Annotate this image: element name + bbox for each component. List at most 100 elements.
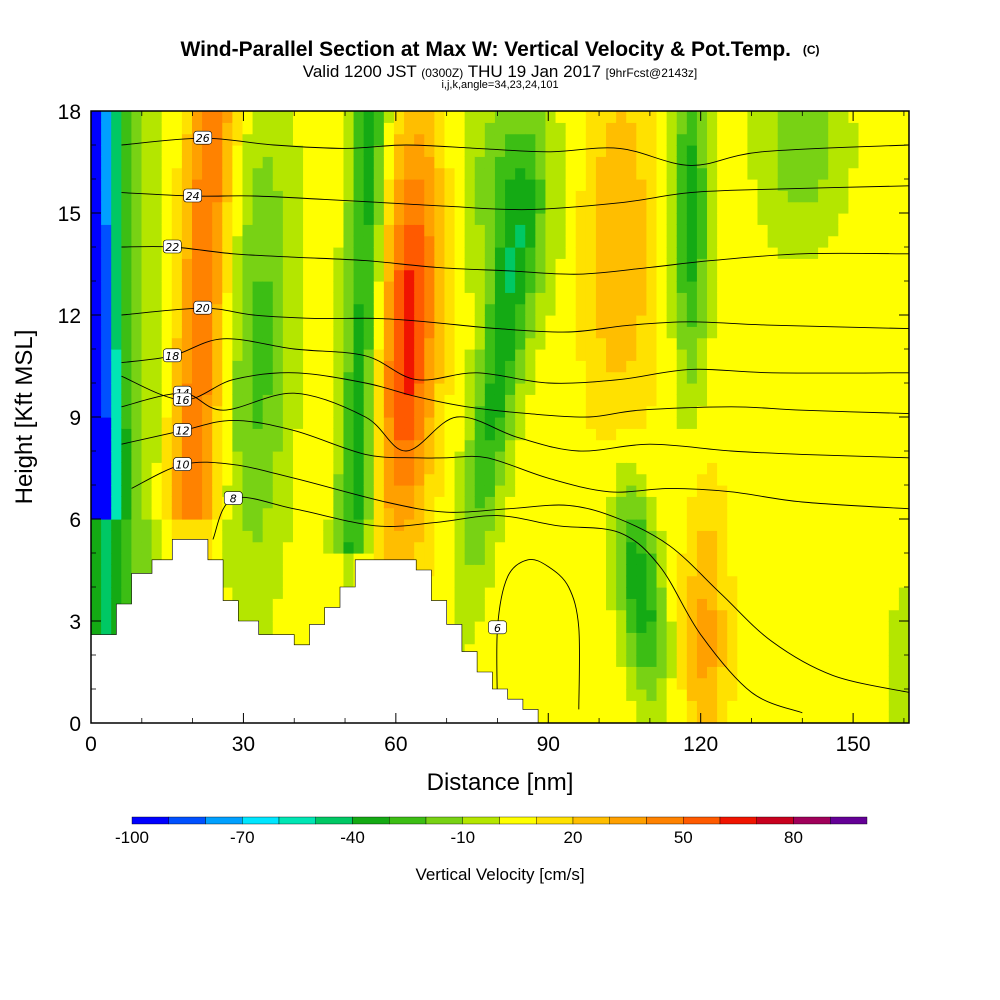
velocity-cell [878, 439, 890, 452]
velocity-cell [161, 360, 173, 373]
velocity-cell [101, 405, 112, 418]
velocity-cell [888, 315, 900, 327]
velocity-cell [91, 564, 102, 577]
velocity-cell [747, 292, 759, 305]
velocity-cell [343, 485, 355, 497]
velocity-cell [686, 564, 698, 577]
velocity-cell [434, 530, 446, 543]
velocity-cell [747, 598, 759, 611]
velocity-cell [222, 462, 233, 475]
velocity-cell [525, 666, 536, 679]
velocity-cell [393, 360, 405, 373]
velocity-cell [252, 145, 264, 157]
velocity-cell [202, 269, 213, 282]
velocity-cell [121, 179, 132, 191]
velocity-cell [606, 473, 617, 486]
velocity-cell [898, 530, 909, 543]
velocity-cell [777, 315, 789, 327]
velocity-cell [414, 337, 425, 350]
velocity-cell [858, 553, 870, 565]
velocity-cell [797, 247, 809, 259]
velocity-cell [444, 439, 456, 452]
velocity-cell [525, 133, 536, 146]
velocity-cell [212, 258, 223, 271]
velocity-cell [575, 417, 587, 429]
velocity-cell [272, 496, 284, 509]
velocity-cell [545, 167, 557, 180]
velocity-cell [373, 496, 385, 509]
velocity-cell [767, 609, 779, 622]
velocity-cell [616, 190, 627, 203]
velocity-cell [333, 598, 345, 611]
velocity-cell [101, 167, 112, 180]
velocity-cell [262, 485, 274, 497]
velocity-cell [252, 587, 264, 599]
velocity-cell [535, 111, 547, 123]
velocity-cell [575, 405, 587, 418]
velocity-cell [414, 394, 425, 407]
velocity-cell [686, 666, 698, 679]
velocity-cell [535, 711, 547, 723]
velocity-cell [666, 473, 678, 486]
velocity-cell [252, 326, 264, 339]
velocity-cell [242, 213, 254, 225]
velocity-cell [686, 553, 698, 565]
velocity-cell [787, 496, 799, 509]
velocity-cell [616, 485, 627, 497]
velocity-cell [696, 655, 708, 667]
velocity-cell [888, 507, 900, 520]
velocity-cell [202, 349, 213, 361]
velocity-cell [333, 315, 345, 327]
velocity-cell [252, 439, 264, 452]
velocity-cell [262, 462, 274, 475]
velocity-cell [868, 394, 880, 407]
velocity-cell [787, 213, 799, 225]
velocity-cell [191, 485, 203, 497]
velocity-cell [424, 111, 435, 123]
velocity-cell [737, 122, 749, 135]
velocity-cell [555, 315, 567, 327]
velocity-cell [878, 235, 890, 248]
velocity-cell [727, 145, 738, 157]
velocity-cell [363, 179, 375, 191]
velocity-cell [515, 632, 526, 645]
velocity-cell [131, 247, 143, 259]
velocity-cell [606, 587, 617, 599]
velocity-cell [898, 689, 909, 701]
velocity-cell [595, 564, 607, 577]
velocity-cell [676, 122, 688, 135]
velocity-cell [343, 496, 355, 509]
velocity-cell [525, 190, 536, 203]
velocity-cell [797, 405, 809, 418]
velocity-cell [818, 689, 829, 701]
velocity-cell [212, 201, 223, 214]
velocity-cell [616, 519, 627, 531]
velocity-cell [373, 371, 385, 384]
velocity-cell [676, 337, 688, 350]
velocity-cell [646, 711, 658, 723]
velocity-cell [202, 451, 213, 463]
velocity-cell [434, 371, 446, 384]
velocity-cell [272, 224, 284, 237]
velocity-cell [717, 303, 728, 316]
velocity-cell [767, 224, 779, 237]
velocity-cell [535, 439, 547, 452]
velocity-cell [232, 326, 244, 339]
velocity-cell [262, 473, 274, 486]
velocity-cell [676, 292, 688, 305]
velocity-cell [323, 145, 334, 157]
velocity-cell [111, 303, 122, 316]
velocity-cell [202, 179, 213, 191]
velocity-cell [595, 281, 607, 293]
velocity-cell [616, 383, 627, 395]
velocity-cell [232, 213, 244, 225]
velocity-cell [414, 224, 425, 237]
velocity-cell [838, 122, 850, 135]
velocity-cell [424, 507, 435, 520]
velocity-cell [101, 383, 112, 395]
velocity-cell [636, 711, 648, 723]
velocity-cell [353, 190, 365, 203]
velocity-cell [575, 598, 587, 611]
colorbar-swatch [830, 816, 868, 825]
velocity-cell [101, 213, 112, 225]
